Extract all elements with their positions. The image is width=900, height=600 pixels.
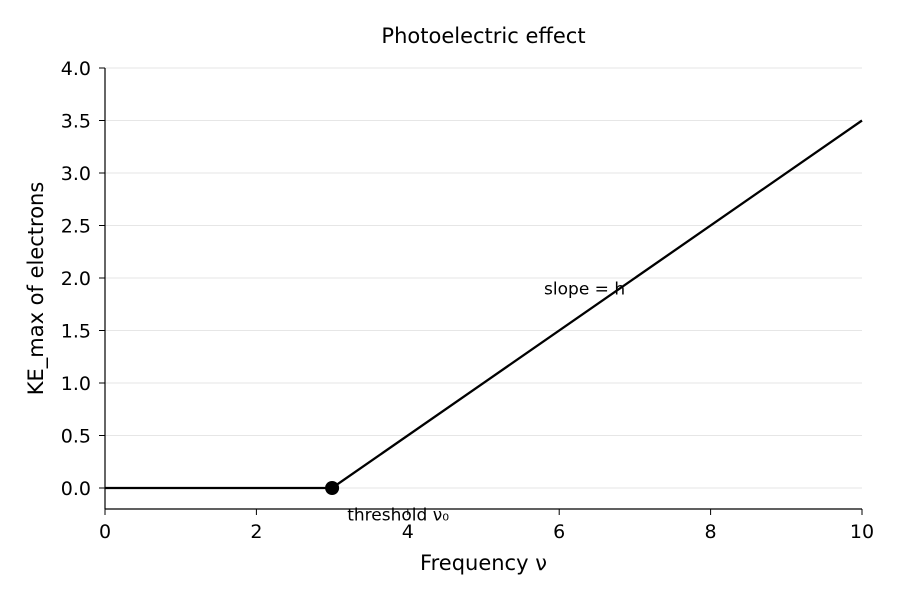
points-layer [325, 481, 340, 495]
y-axis-title: KE_max of electrons [24, 182, 49, 396]
annotations: threshold ν₀ slope = h [347, 280, 625, 526]
annotation-0: threshold ν₀ [347, 505, 449, 525]
x-axis-title: Frequency ν [420, 551, 547, 575]
axes [104, 68, 862, 510]
y-tick-label-5: 2.5 [61, 216, 91, 238]
chart-title: Photoelectric effect [381, 24, 585, 48]
x-tick-label-5: 10 [850, 521, 874, 543]
x-axis-ticks: 0 2 4 6 8 10 [99, 509, 874, 543]
y-tick-label-0: 0.0 [61, 478, 91, 500]
threshold-point-0 [325, 481, 340, 495]
annotation-1: slope = h [544, 280, 625, 300]
x-tick-label-1: 2 [250, 521, 262, 543]
x-tick-label-2: 4 [402, 521, 414, 543]
y-tick-label-6: 3.0 [61, 163, 91, 185]
series-line-0 [105, 119, 863, 490]
x-tick-label-0: 0 [99, 521, 111, 543]
y-tick-label-1: 0.5 [61, 426, 91, 448]
y-tick-label-7: 3.5 [61, 111, 91, 133]
y-axis-ticks: 0.0 0.5 1.0 1.5 2.0 2.5 3.0 3.5 4.0 [61, 58, 105, 500]
y-tick-label-8: 4.0 [61, 58, 91, 80]
y-tick-label-2: 1.0 [61, 373, 91, 395]
x-tick-label-3: 6 [553, 521, 565, 543]
grid-lines [105, 67, 862, 489]
x-tick-label-4: 8 [705, 521, 717, 543]
series-layer [105, 119, 863, 490]
y-tick-label-4: 2.0 [61, 268, 91, 290]
y-tick-label-3: 1.5 [61, 321, 91, 343]
